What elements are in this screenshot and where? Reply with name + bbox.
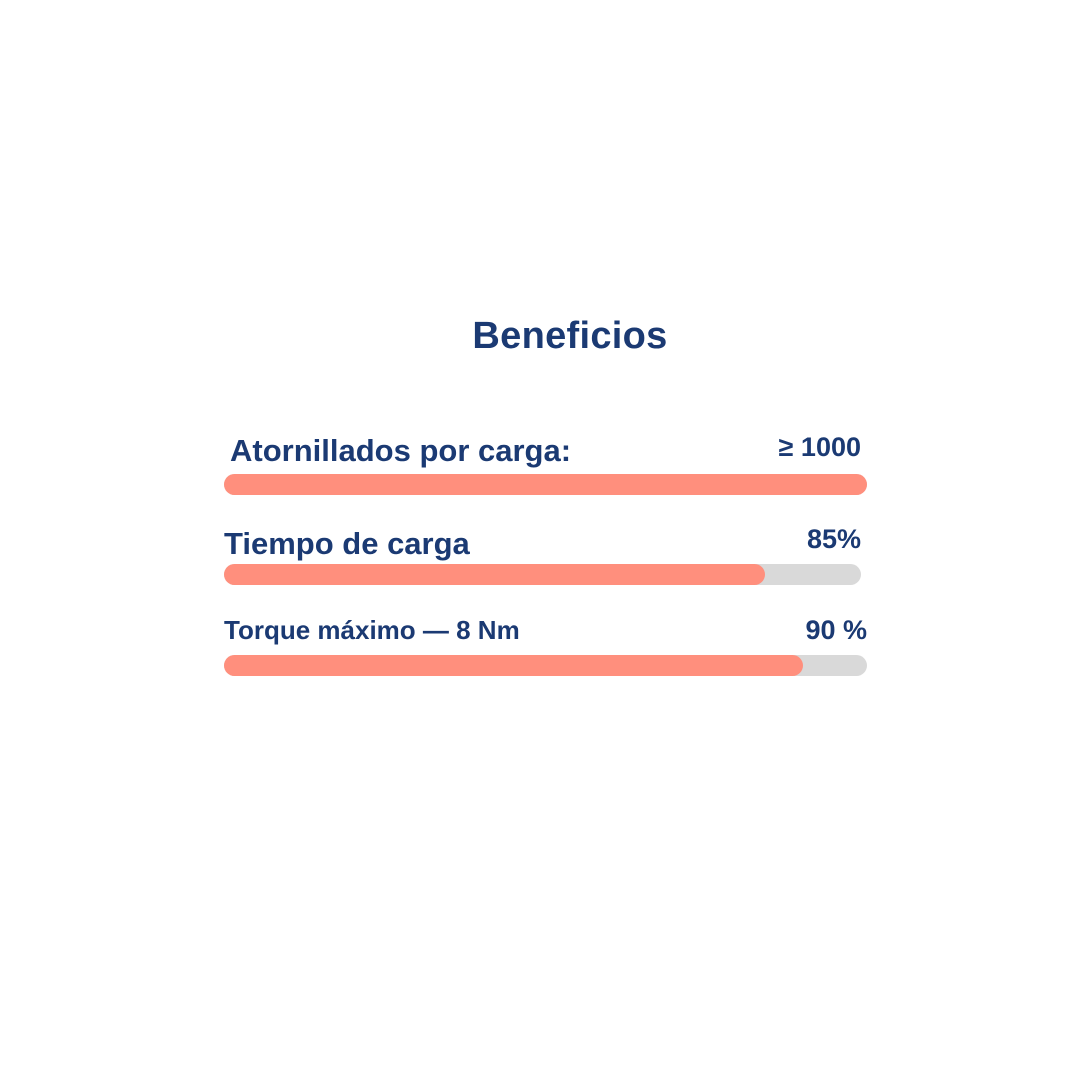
bar-track [224,564,861,585]
bar-label: Atornillados por carga: [230,433,572,468]
bar-fill [224,655,803,676]
benefit-row-charge-time: Tiempo de carga 85% [224,505,869,585]
benefit-row-max-torque: Torque máximo — 8 Nm 90 % [224,596,869,676]
bar-track [224,655,867,676]
bar-value-label: 90 % [805,615,867,645]
bar-fill [224,564,766,585]
bar-label: Tiempo de carga [224,526,470,561]
benefit-row-screwings-per-charge: Atornillados por carga: ≥ 1000 [224,415,869,495]
bar-fill [224,474,867,495]
bar-track [224,474,867,495]
bar-value-label: 85% [806,524,861,554]
bar-label: Torque máximo — 8 Nm [224,615,520,645]
chart-title: Beneficios [472,315,668,357]
bar-value-label: ≥ 1000 [778,432,861,462]
